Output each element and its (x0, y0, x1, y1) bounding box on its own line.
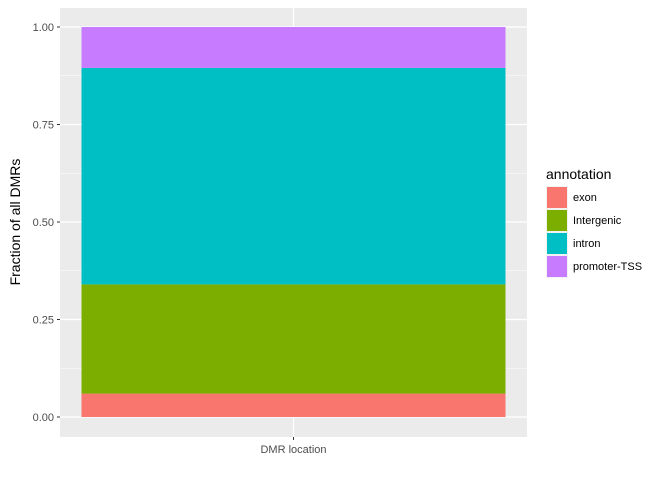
legend-swatch (547, 210, 567, 231)
x-tick-label: DMR location (260, 444, 326, 456)
legend: annotation exon Intergenic intron promoter-… (546, 166, 642, 278)
bar-segment-intergenic (81, 284, 506, 394)
bar-segment-promoter-tss (81, 27, 506, 68)
legend-swatch (547, 187, 567, 208)
legend-label: promoter-TSS (573, 261, 642, 273)
y-tick-label: 1.00 (33, 22, 54, 34)
y-axis: 0.00 0.25 0.50 0.75 1.00 (33, 22, 60, 424)
y-tick-label: 0.00 (33, 412, 54, 424)
legend-label: exon (573, 192, 597, 204)
bar-segment-exon (81, 393, 506, 417)
legend-title: annotation (546, 166, 611, 182)
legend-label: Intergenic (573, 215, 622, 227)
y-tick-label: 0.25 (33, 315, 54, 327)
legend-swatch (547, 256, 567, 277)
y-tick-label: 0.50 (33, 217, 54, 229)
y-axis-title: Fraction of all DMRs (7, 159, 23, 286)
bar-segment-intron (81, 67, 506, 285)
bar-segments (81, 27, 506, 417)
y-tick-label: 0.75 (33, 120, 54, 132)
x-axis: DMR location (260, 437, 327, 456)
legend-label: intron (573, 238, 601, 250)
legend-swatch (547, 233, 567, 254)
